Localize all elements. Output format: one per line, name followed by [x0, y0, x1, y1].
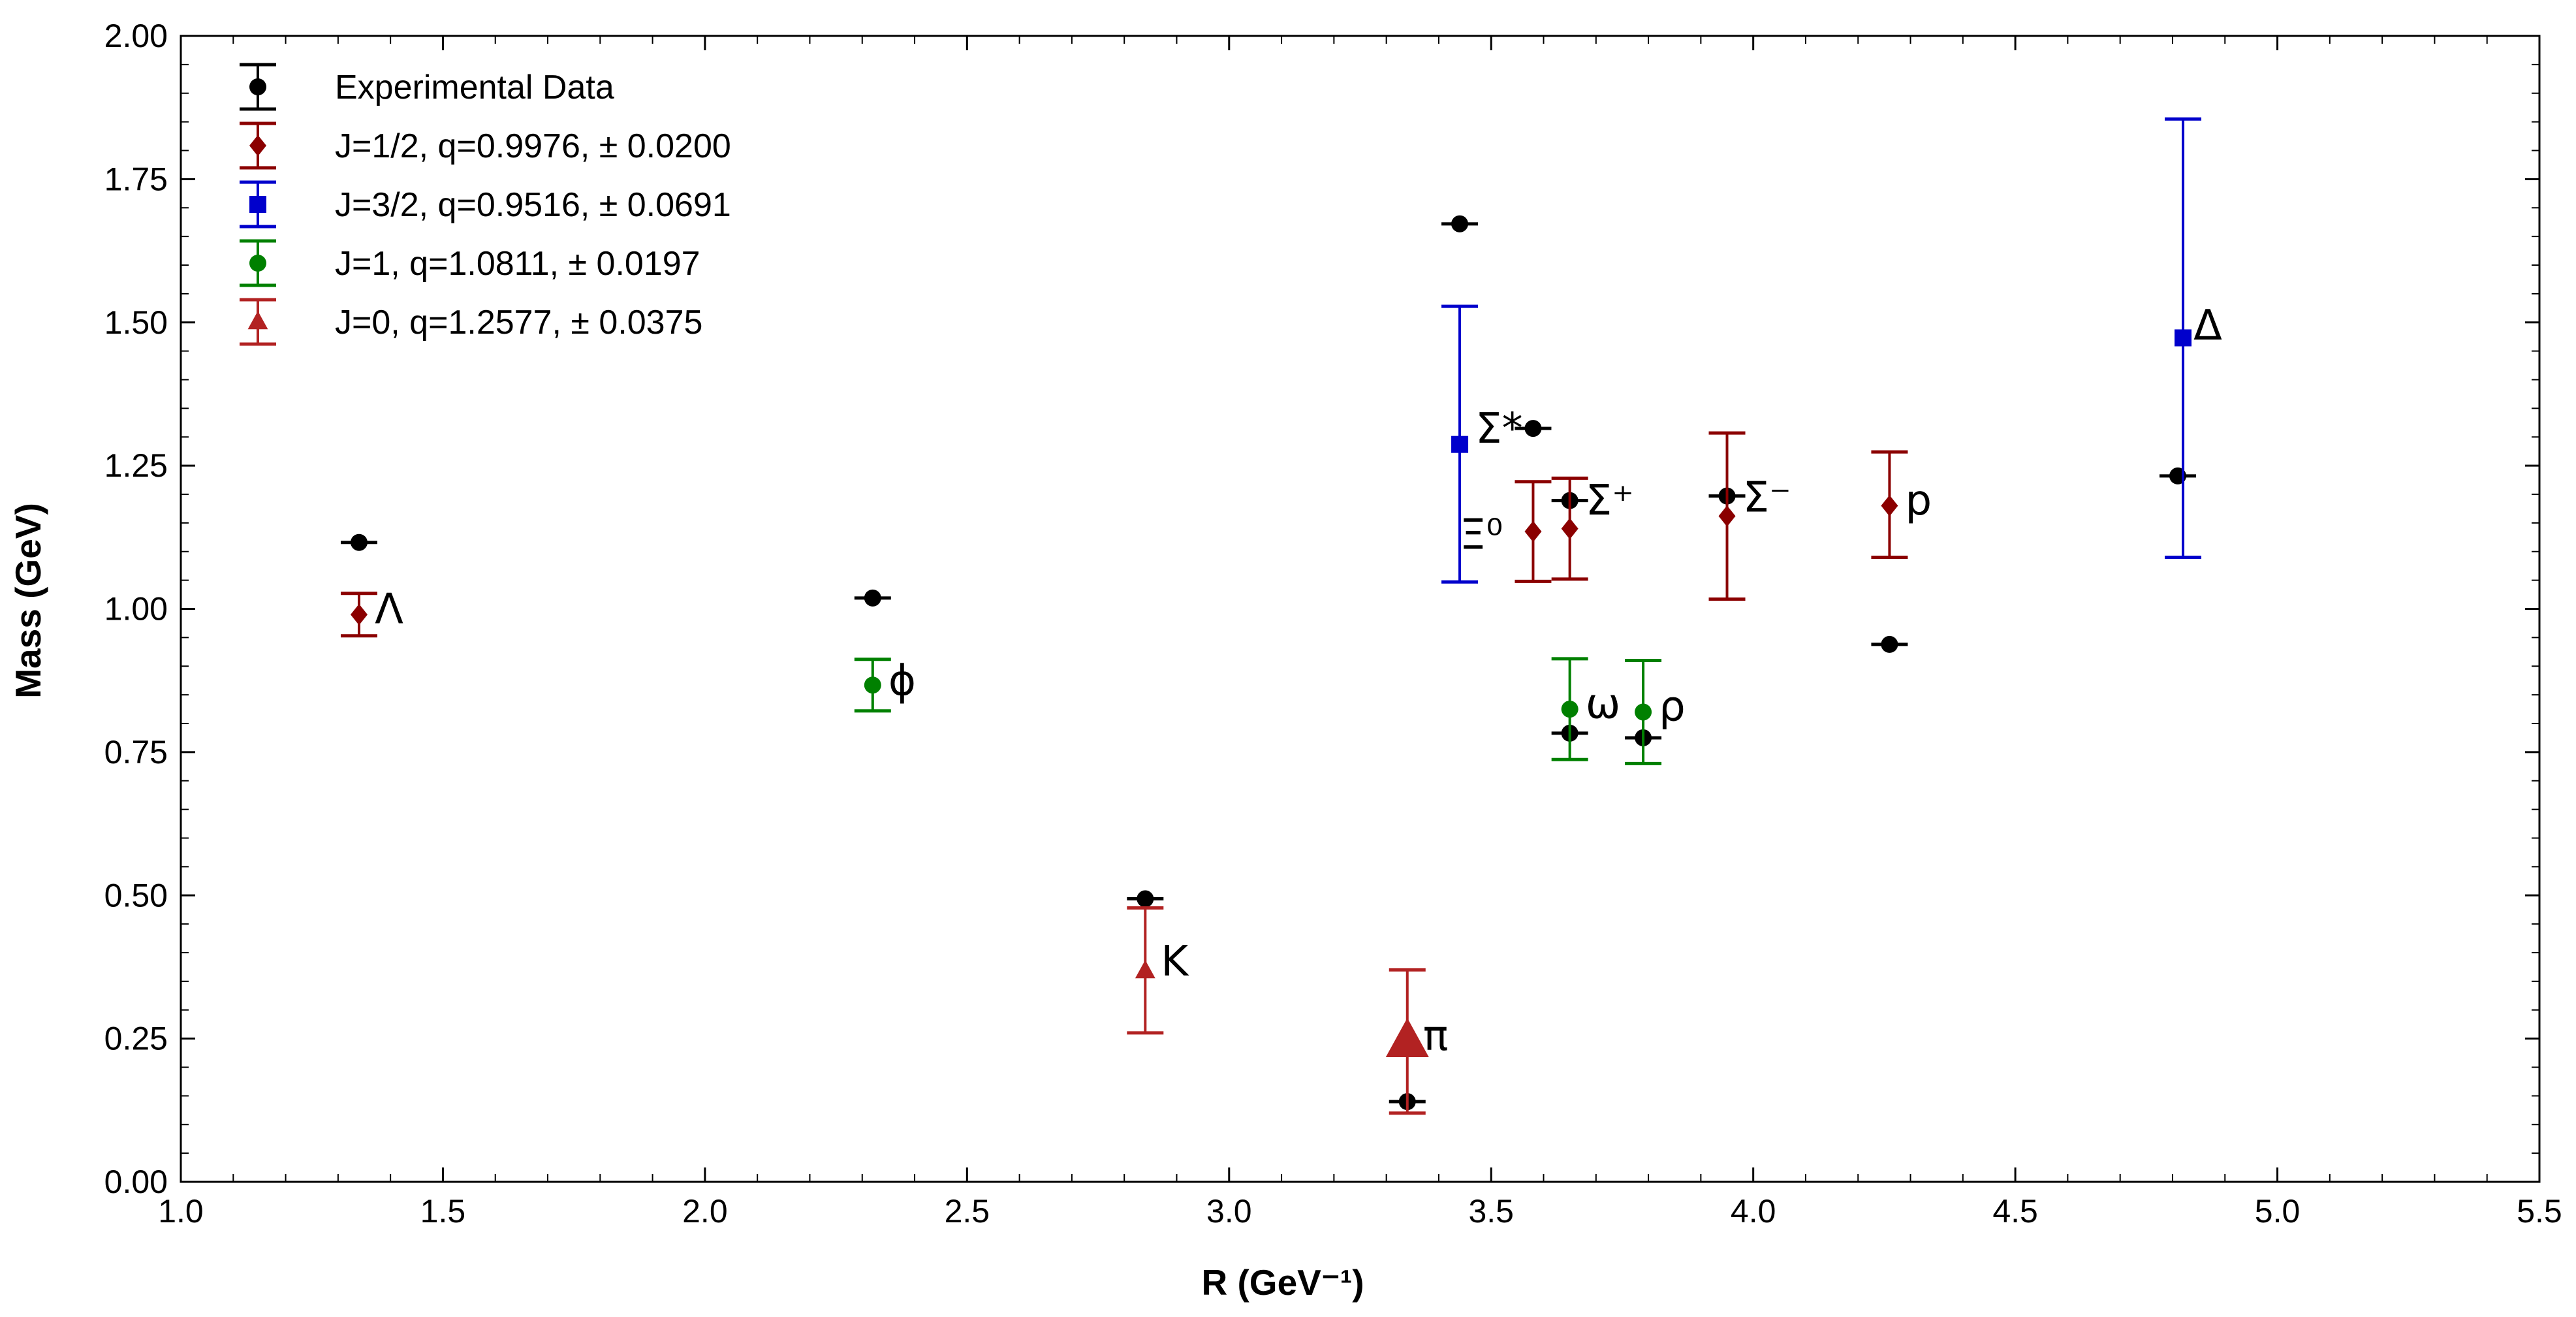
y-axis-title: Mass (GeV) [8, 503, 48, 699]
series-j-0-q-1-2577-0-0375 [1127, 906, 1429, 1115]
y-tick-label: 1.50 [104, 304, 168, 341]
legend-entry: J=1/2, q=0.9976, ± 0.0200 [240, 121, 731, 170]
data-point [1135, 960, 1155, 979]
point-label-: Λ [375, 586, 403, 634]
x-tick-label: 5.0 [2255, 1193, 2301, 1230]
legend-label: J=1/2, q=0.9976, ± 0.0200 [335, 127, 731, 165]
point-label-p: p [1906, 477, 1932, 525]
x-tick-label: 1.5 [420, 1193, 466, 1230]
series-j-3-2-q-0-9516-0-0691 [1441, 117, 2202, 584]
data-point [1635, 703, 1652, 721]
point-label-: Σ⁺ [1586, 477, 1634, 525]
data-point [1561, 701, 1579, 718]
legend-entry: J=0, q=1.2577, ± 0.0375 [240, 298, 702, 346]
x-tick-label: 4.0 [1731, 1193, 1776, 1230]
point-label-: ω [1586, 680, 1621, 728]
data-point [2175, 329, 2192, 347]
experimental-point [1524, 420, 1542, 437]
y-tick-label: 1.00 [104, 591, 168, 627]
x-axis-title: R (GeV⁻¹) [1201, 1262, 1364, 1303]
legend-entry: Experimental Data [240, 63, 614, 111]
data-point [1718, 505, 1736, 527]
experimental-point [864, 589, 881, 607]
legend-marker [249, 196, 266, 213]
y-tick-label: 2.00 [104, 18, 168, 54]
x-tick-label: 2.5 [945, 1193, 990, 1230]
legend: Experimental Data J=1/2, q=0.9976, ± 0.02… [240, 63, 731, 346]
point-label-: Σ⁻ [1743, 473, 1791, 522]
experimental-point [1451, 215, 1469, 232]
x-tick-label: 1.0 [158, 1193, 204, 1230]
experimental-point [350, 533, 368, 551]
legend-marker [247, 311, 268, 330]
y-tick-label: 0.25 [104, 1021, 168, 1057]
data-point [1561, 518, 1579, 539]
tick-marks [180, 35, 2541, 1183]
legend-marker [249, 255, 266, 272]
point-label-: Δ [2193, 302, 2222, 350]
legend-label: Experimental Data [335, 69, 614, 106]
legend-label: J=3/2, q=0.9516, ± 0.0691 [335, 186, 731, 224]
y-tick-label: 0.75 [104, 734, 168, 770]
point-label-: π [1423, 1012, 1449, 1060]
x-tick-label: 4.5 [1992, 1193, 2038, 1230]
legend-label: J=0, q=1.2577, ± 0.0375 [335, 304, 702, 341]
series-j-1-2-q-0-9976-0-0200 [340, 431, 1908, 638]
x-tick-label: 3.0 [1206, 1193, 1252, 1230]
y-tick-label: 0.50 [104, 877, 168, 913]
x-tick-label: 5.5 [2517, 1193, 2562, 1230]
y-tick-label: 1.75 [104, 161, 168, 197]
point-label-: ρ [1659, 683, 1686, 731]
legend-marker [249, 135, 266, 157]
y-tick-label: 1.25 [104, 447, 168, 484]
series-j-1-q-1-0811-0-0197 [854, 657, 1662, 765]
plot-frame [180, 35, 2541, 1183]
data-point [864, 676, 881, 694]
x-tick-label: 2.0 [682, 1193, 728, 1230]
data-point [1451, 436, 1469, 453]
experimental-point [1881, 635, 1898, 653]
x-tick-label: 3.5 [1468, 1193, 1514, 1230]
data-point [1881, 495, 1898, 516]
point-annotations: Λϕ Kπ Σ* Ξ⁰ Σ⁺ ω ρ Σ⁻ p Δ [375, 302, 2222, 1060]
data-point [350, 604, 368, 626]
point-label-: Σ* [1475, 405, 1522, 453]
series-experimental-data [340, 215, 2197, 1111]
data-series [340, 117, 2202, 1115]
point-label-: Ξ⁰ [1460, 511, 1503, 559]
legend-marker [249, 78, 266, 95]
legend-entry: J=3/2, q=0.9516, ± 0.0691 [240, 180, 731, 229]
point-label-k: K [1161, 938, 1189, 986]
data-point [1524, 520, 1542, 543]
axes: 1.0 1.5 2.0 2.5 3.0 3.5 4.0 4.5 5.0 5.5 0.00 0.25 0.… [104, 18, 2562, 1230]
data-point [1385, 1018, 1429, 1058]
legend-entry: J=1, q=1.0811, ± 0.0197 [240, 239, 700, 287]
y-tick-label: 0.00 [104, 1164, 168, 1200]
experimental-point [1137, 890, 1154, 908]
point-label-: ϕ [888, 657, 916, 705]
legend-label: J=1, q=1.0811, ± 0.0197 [335, 245, 700, 283]
